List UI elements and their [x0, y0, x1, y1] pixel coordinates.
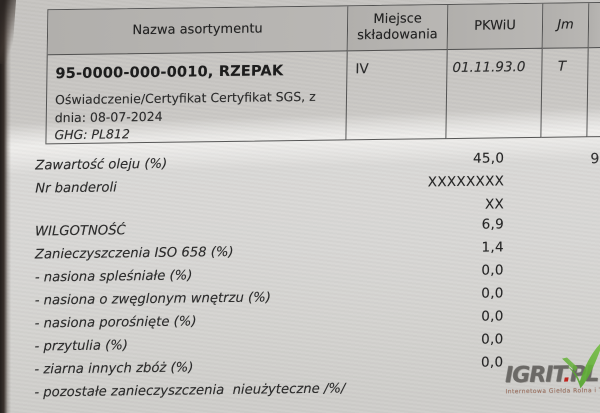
cell-extra-column — [587, 48, 600, 138]
parameter-label: - pozostałe zanieczyszczenia nieużyteczn… — [34, 381, 346, 401]
parameter-label: Zanieczyszczenia ISO 658 (%) — [34, 244, 234, 263]
parameter-label: - przytulia (%) — [34, 338, 128, 355]
parameter-label: - nasiona o zwęglonym wnętrzu (%) — [34, 290, 271, 309]
parameter-label: Nr banderoli — [35, 180, 117, 197]
ghg-line: GHG: PL812 — [54, 126, 130, 143]
green-bird-swoosh-icon — [562, 340, 600, 389]
parameter-value: 45,0 — [472, 150, 505, 167]
parameter-value: XXXXXXXX — [427, 173, 505, 191]
logo-brand: IGRIT — [505, 362, 564, 389]
parameter-label: - nasiona spleśniałe (%) — [34, 268, 193, 286]
assortment-code-name: 95-0000-000-0010, RZEPAK — [55, 63, 284, 83]
parameter-label: - nasiona porośnięte (%) — [34, 314, 197, 332]
header-extra-column — [588, 2, 600, 49]
cell-pkwiu: 01.11.93.0 — [446, 48, 543, 140]
parameter-value: 0,0 — [480, 354, 504, 371]
parameter-value: 0,0 — [481, 285, 504, 302]
header-nazwa-asortymentu: Nazwa asortymentu — [47, 6, 349, 56]
header-pkwiu: PKWiU — [447, 3, 544, 51]
parameter-value: 0,0 — [481, 262, 504, 279]
parameter-value: 6,9 — [481, 216, 505, 233]
header-jm: Jm — [542, 3, 590, 49]
header-miejsce-skladowania: Miejsce składowania — [347, 5, 449, 52]
assortment-table: Nazwa asortymentu Miejsce składowania PK… — [45, 1, 600, 145]
cell-storage-place: IV — [346, 50, 448, 141]
parameter-value: XX — [484, 196, 505, 213]
parameter-label: WILGOTNOŚĆ — [35, 223, 126, 240]
cell-assortment-name: 95-0000-000-0010, RZEPAK Oświadczenie/Ce… — [46, 51, 348, 145]
parameter-value: 1,4 — [481, 239, 504, 256]
parameter-label: - ziarna innych zbóż (%) — [34, 360, 194, 378]
parameter-value: 0,0 — [481, 308, 504, 325]
parameter-value: 0,0 — [481, 331, 504, 348]
photo-left-edge-shadow — [0, 0, 11, 413]
cell-unit: T — [541, 48, 589, 138]
igrit-logo-caption: Internetowa Giełda Rolna i Towarowa — [505, 387, 600, 396]
certificate-line-1: Oświadczenie/Certyfikat Certyfikat SGS, … — [54, 88, 316, 108]
igrit-watermark: IGRIT.PL Internetowa Giełda Rolna i Towa… — [505, 340, 600, 396]
parameter-label: Zawartość oleju (%) — [35, 156, 168, 174]
